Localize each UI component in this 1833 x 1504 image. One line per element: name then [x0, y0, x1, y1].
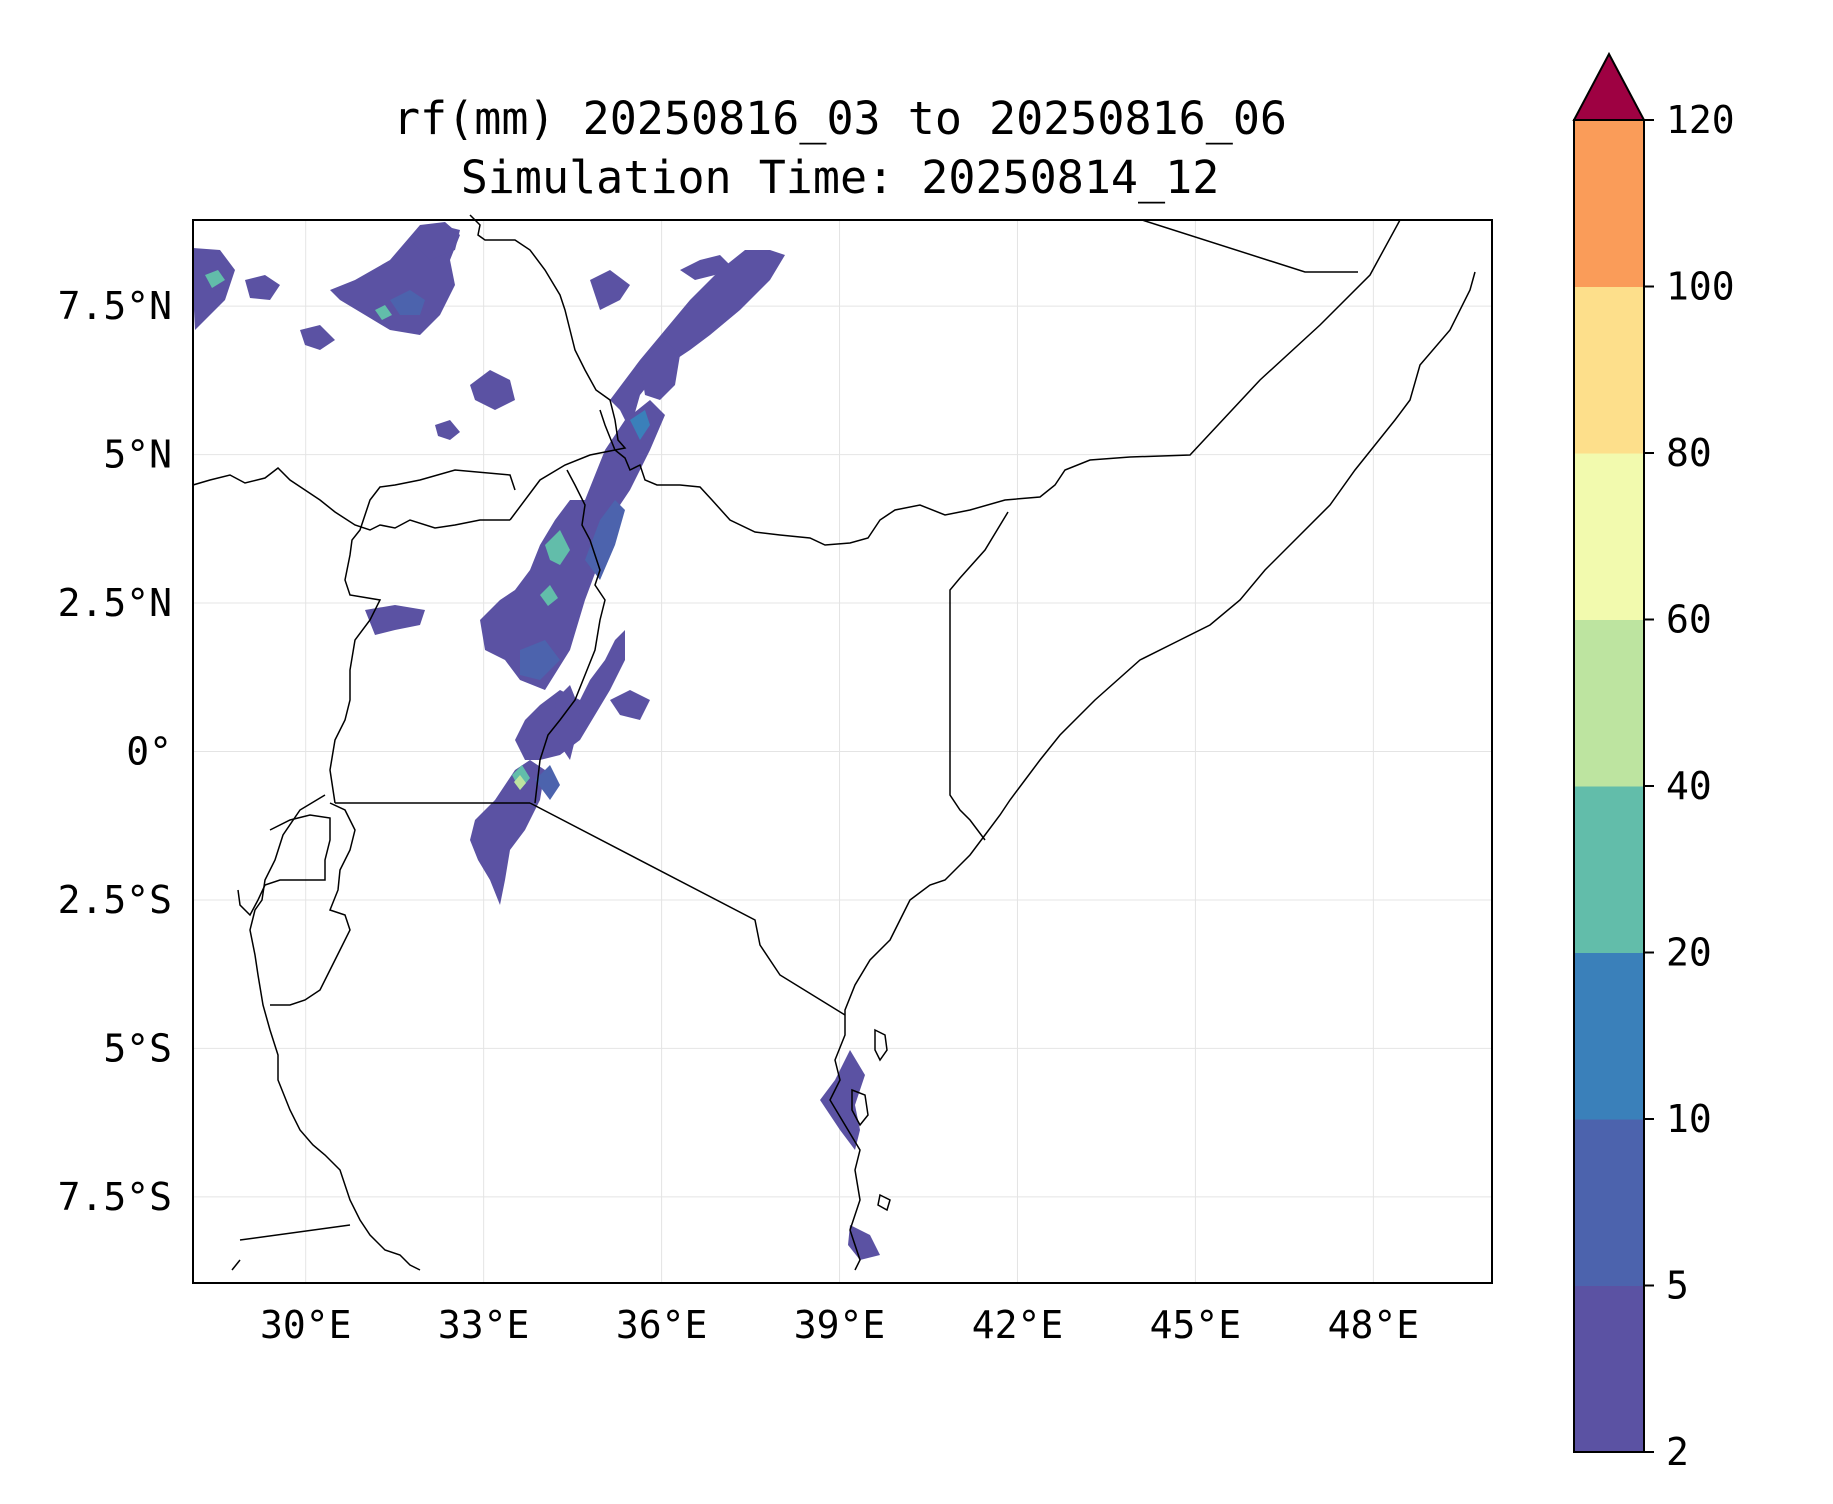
border-kenya-tanzania: [529, 802, 846, 1016]
lon-tick-label: 45°E: [1150, 1303, 1242, 1347]
rain-patch-ethiopia-sw: [640, 340, 680, 400]
lon-tick-label: 30°E: [260, 1303, 352, 1347]
lat-tick-label: 2.5°N: [58, 581, 172, 625]
colorbar-segment: [1574, 952, 1644, 1120]
coastline-horn-east: [829, 271, 1476, 1271]
border-rwanda-burundi: [270, 802, 356, 1006]
rain-patch-spine-high-1: [545, 530, 570, 565]
island-zanzibar: [874, 1028, 888, 1062]
rain-patch-ethiopia-north: [590, 270, 630, 310]
border-congo-lakes: [249, 794, 421, 1271]
lon-tick-label: 42°E: [972, 1303, 1064, 1347]
border-uganda-drc: [329, 469, 516, 804]
rain-patch-ethiopia-med: [630, 410, 650, 440]
rain-patch-uganda-med: [520, 640, 560, 680]
rain-patch-sudan-2: [410, 225, 460, 260]
map-frame: [192, 219, 1493, 1284]
rain-patch-uganda-south: [610, 690, 650, 720]
island-pemba: [851, 1088, 869, 1127]
border-somalia-kenya: [949, 511, 1009, 841]
colorbar-tick-label: 100: [1666, 265, 1735, 309]
colorbar-segment: [1574, 786, 1644, 953]
rain-patch-ethiopia-ne: [680, 255, 730, 280]
colorbar-tick-label: 120: [1666, 98, 1735, 142]
colorbar-tick-label: 40: [1666, 764, 1712, 808]
map-plot: 30°E 33°E 36°E 39°E 42°E 45°E 48°E 7.5°N 5°N 2.5…: [58, 214, 1493, 1347]
coastline-red-sea-gulf: [599, 219, 1401, 546]
colorbar-tick-label: 80: [1666, 431, 1712, 475]
title-line2: Simulation Time: 20250814_12: [461, 151, 1220, 204]
colorbar-extend-arrow: [1572, 51, 1646, 121]
rain-patch-sudan-5: [300, 325, 335, 350]
colorbar-tick-label: 10: [1666, 1097, 1712, 1141]
rain-patch-victoria-peak: [514, 775, 526, 790]
rain-patch-tanzania-nw: [470, 760, 545, 905]
colorbar-segment: [1574, 1285, 1644, 1453]
rain-patch-sudan-high: [205, 270, 225, 288]
colorbar-segment: [1574, 453, 1644, 620]
border-south-sudan-north: [192, 467, 510, 531]
rain-patch-coast-1: [820, 1050, 865, 1150]
island-mafia: [877, 1193, 891, 1212]
border-zambia-tanzania: [239, 1224, 351, 1241]
rain-patch-sudan-3: [193, 248, 235, 330]
lon-tick-label: 33°E: [438, 1303, 530, 1347]
lat-tick-label: 2.5°S: [58, 878, 172, 922]
rain-patch-kenya-west: [555, 685, 580, 760]
rain-patch-sudan-4: [245, 275, 280, 300]
rain-patch-sudan-6: [470, 370, 515, 410]
border-uganda-kenya: [534, 469, 606, 804]
lat-tick-label: 0°: [126, 730, 172, 774]
colorbar-segment: [1574, 120, 1644, 287]
colorbar-tick-label: 60: [1666, 598, 1712, 642]
lat-tick-label: 5°N: [103, 433, 172, 477]
border-burundi-west: [237, 814, 331, 917]
rain-patch-spine-high-2: [540, 585, 558, 606]
lon-tick-label: 36°E: [616, 1303, 708, 1347]
rain-patch-spine-med: [585, 500, 625, 580]
latitude-labels: 7.5°N 5°N 2.5°N 0° 2.5°S 5°S 7.5°S: [58, 284, 172, 1219]
colorbar-segment: [1574, 619, 1644, 787]
rain-patch-uganda-west: [365, 605, 425, 635]
rain-patch-sudan-high-2: [375, 305, 392, 320]
rain-patch-sudan-med: [390, 290, 425, 315]
border-malawi-line: [231, 1259, 241, 1271]
rain-patch-victoria-med: [535, 765, 560, 800]
colorbar-segment: [1574, 1119, 1644, 1286]
colorbar-tick-label: 2: [1666, 1430, 1689, 1474]
gridlines: [193, 220, 1492, 1283]
rain-patch-sudan-7: [435, 420, 460, 440]
colorbar-tick-label: 5: [1666, 1264, 1689, 1308]
longitude-labels: 30°E 33°E 36°E 39°E 42°E 45°E 48°E: [260, 1303, 1419, 1347]
rain-patch-ethiopia-west: [610, 250, 785, 430]
lon-tick-label: 39°E: [794, 1303, 886, 1347]
border-south-sudan-ethiopia: [469, 214, 627, 521]
rain-patch-coast-2: [848, 1225, 880, 1260]
rain-patch-eastern-spine: [480, 400, 665, 690]
lat-tick-label: 7.5°S: [58, 1175, 172, 1219]
colorbar-tick-label: 20: [1666, 931, 1712, 975]
country-borders: [192, 214, 1476, 1271]
lon-tick-label: 48°E: [1328, 1303, 1420, 1347]
colorbar: 2 5 10 20 40 60 80 100 120: [1572, 51, 1735, 1474]
lat-tick-label: 5°S: [103, 1026, 172, 1070]
colorbar-segment: [1574, 286, 1644, 454]
lat-tick-label: 7.5°N: [58, 284, 172, 328]
title-line1: rf(mm) 20250816_03 to 20250816_06: [393, 92, 1287, 145]
rainfall-field: [193, 222, 880, 1260]
border-ethiopia-somaliland: [1141, 219, 1358, 273]
